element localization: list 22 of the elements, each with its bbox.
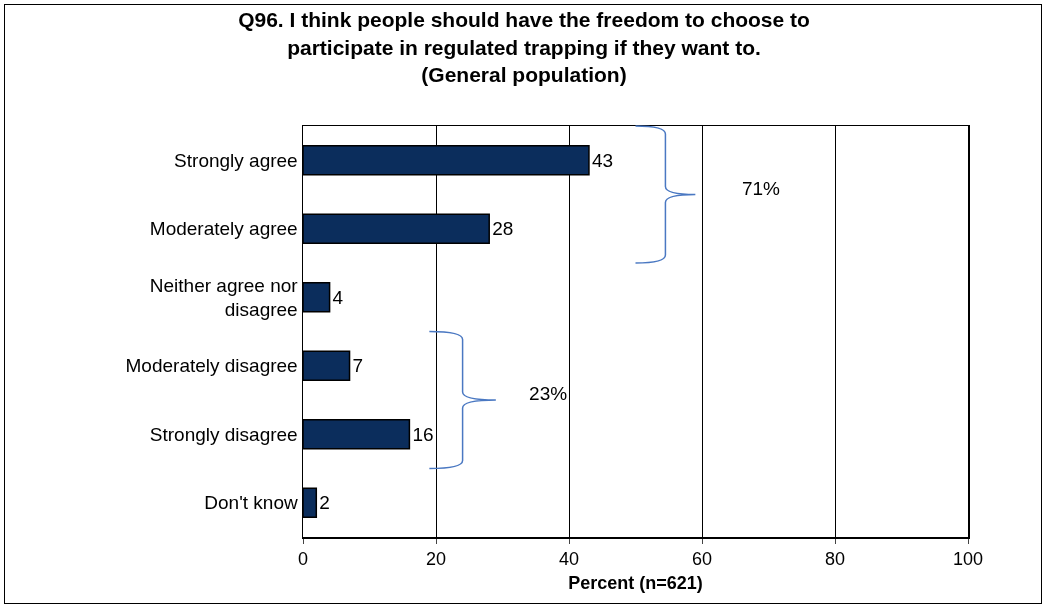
data-label: 2 [319,492,330,514]
x-axis-title: Percent (n=621) [568,572,703,593]
y-tick-label: Strongly agree [174,149,298,171]
y-tick-label: Moderately agree [149,218,298,240]
y-tick-label: Don't know [204,492,298,514]
data-label: 28 [492,218,514,240]
data-label: 7 [352,355,364,377]
x-tick-label: 40 [558,549,580,570]
annotation: 23% [529,383,568,404]
y-tick-label: Neither agree nor disagree [149,274,299,321]
x-tick-label: 0 [297,549,309,570]
x-tick-label: 100 [952,549,984,570]
y-tick-label: Strongly disagree [149,423,298,445]
x-tick-label: 20 [425,549,447,570]
data-label: 16 [412,423,434,445]
data-label: 4 [332,286,344,308]
annotation: 71% [741,177,781,199]
chart-title: Q96. I think people should have the freedom to choose to participate in regulated trapping if they want to. (General population) [238,8,810,86]
x-tick-label: 80 [824,549,846,570]
y-tick-label: Moderately disagree [125,355,298,377]
x-tick-label: 60 [691,549,713,570]
data-label: 43 [591,149,614,171]
